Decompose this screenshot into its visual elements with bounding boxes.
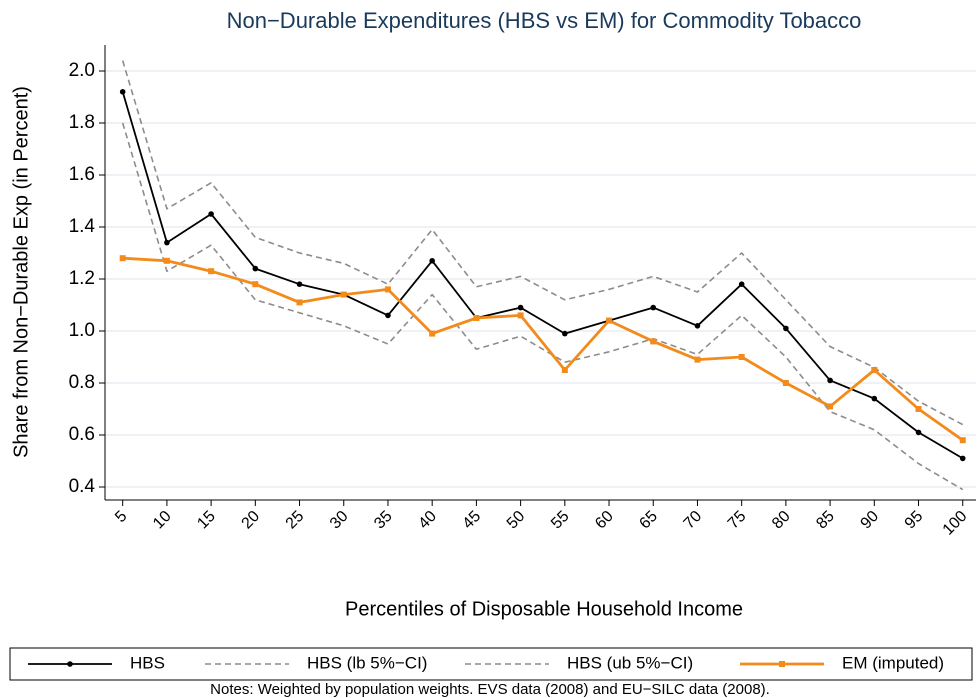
y-tick-label: 1.2 [69, 268, 95, 289]
x-tick-label: 40 [415, 508, 440, 533]
data-point [252, 265, 259, 272]
data-point [606, 317, 613, 324]
data-point [827, 403, 834, 410]
x-tick-label: 80 [769, 508, 794, 533]
y-tick-label: 0.4 [69, 476, 96, 497]
data-point [783, 325, 789, 332]
data-point [738, 354, 745, 360]
y-tick-label: 1.4 [69, 216, 96, 237]
legend-marker [779, 661, 785, 667]
data-point [694, 323, 701, 329]
data-point [782, 380, 789, 386]
y-tick-label: 1.0 [69, 320, 95, 341]
x-tick-label: 30 [327, 508, 352, 533]
series-line [121, 60, 964, 426]
x-tick-label: 60 [592, 508, 617, 533]
data-point [163, 257, 170, 264]
x-axis-label: Percentiles of Disposable Household Inco… [345, 598, 743, 620]
y-axis-label: Share from Non−Durable Exp (in Percent) [10, 86, 32, 458]
x-tick-label: 15 [194, 508, 219, 533]
data-point [827, 377, 833, 384]
data-point [871, 367, 878, 373]
x-tick-label: 75 [725, 508, 750, 533]
data-point [473, 315, 480, 321]
legend-label: HBS [130, 653, 165, 672]
data-point [296, 281, 303, 288]
x-tick-label: 45 [460, 508, 485, 533]
data-point [208, 268, 215, 275]
data-point [384, 286, 391, 293]
data-point [252, 281, 259, 288]
series-line [122, 256, 964, 442]
data-point [208, 211, 214, 217]
data-point [915, 406, 922, 412]
data-point [738, 281, 745, 288]
legend-label: HBS (ub 5%−CI) [567, 653, 693, 672]
data-point [694, 356, 701, 363]
x-tick-label: 100 [940, 508, 971, 539]
x-tick-label: 20 [239, 508, 264, 533]
y-tick-label: 0.8 [69, 372, 95, 393]
y-tick-label: 1.8 [69, 112, 95, 133]
x-tick-label: 50 [504, 508, 529, 533]
series-line [121, 122, 964, 491]
x-tick-label: 5 [112, 508, 130, 526]
data-point [119, 89, 126, 95]
data-point [429, 330, 436, 337]
note: Notes: Weighted by population weights. E… [210, 681, 770, 698]
x-tick-label: 90 [858, 508, 883, 533]
x-tick-label: 25 [283, 508, 308, 533]
legend-label: EM (imputed) [842, 653, 944, 672]
x-tick-label: 35 [371, 508, 396, 533]
data-point [650, 338, 657, 345]
y-tick-label: 1.6 [69, 164, 95, 185]
x-tick-label: 70 [681, 508, 706, 533]
data-point [959, 437, 966, 444]
data-point [164, 239, 170, 246]
y-tick-label: 2.0 [69, 60, 95, 81]
data-point [959, 455, 966, 462]
data-point [119, 255, 126, 262]
data-point [562, 330, 568, 337]
data-point [871, 395, 878, 402]
chart-title: Non−Durable Expenditures (HBS vs EM) for… [227, 8, 862, 33]
data-point [429, 258, 435, 264]
legend-box [9, 647, 973, 681]
legend-marker [67, 661, 73, 667]
y-tick-label: 0.6 [69, 424, 95, 445]
data-point [296, 299, 303, 306]
data-point [385, 312, 391, 319]
data-point [561, 367, 568, 373]
data-point [340, 291, 347, 298]
data-point [915, 429, 922, 436]
series-line [121, 91, 964, 460]
x-tick-label: 10 [150, 508, 175, 533]
legend-label: HBS (lb 5%−CI) [307, 653, 427, 672]
x-tick-label: 65 [636, 508, 661, 533]
data-point [517, 304, 524, 311]
x-tick-label: 55 [548, 508, 573, 533]
data-point [650, 304, 657, 311]
x-tick-label: 85 [813, 508, 838, 533]
data-point [517, 312, 524, 319]
x-tick-label: 95 [902, 508, 927, 533]
